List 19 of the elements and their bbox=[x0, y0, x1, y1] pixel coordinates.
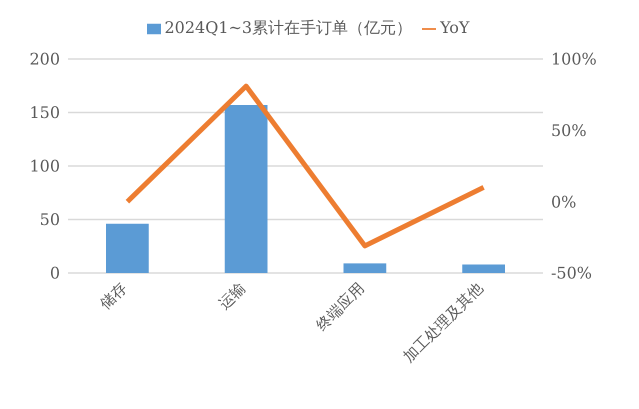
y2-tick-label: 50% bbox=[551, 121, 587, 140]
y-tick-label: 100 bbox=[29, 156, 60, 176]
legend-label: YoY bbox=[440, 18, 470, 37]
x-tick-label: 储存 bbox=[96, 279, 130, 314]
y-tick-label: 150 bbox=[29, 103, 60, 122]
bar bbox=[344, 263, 386, 273]
y2-tick-label: -50% bbox=[551, 264, 592, 283]
x-tick-label: 加工处理及其他 bbox=[399, 279, 486, 366]
x-tick-label: 终端应用 bbox=[312, 279, 368, 334]
bar bbox=[106, 224, 149, 273]
x-tick-label: 运输 bbox=[215, 279, 249, 314]
y-tick-label: 50 bbox=[40, 210, 60, 230]
y2-tick-label: 100% bbox=[551, 50, 597, 69]
y-tick-label: 200 bbox=[29, 50, 60, 69]
bar bbox=[224, 105, 268, 273]
legend-label: 2024Q1~3累计在手订单（亿元） bbox=[164, 18, 412, 37]
y2-tick-label: 0% bbox=[551, 192, 576, 212]
bar bbox=[462, 264, 505, 273]
y-tick-label: 0 bbox=[50, 264, 60, 283]
